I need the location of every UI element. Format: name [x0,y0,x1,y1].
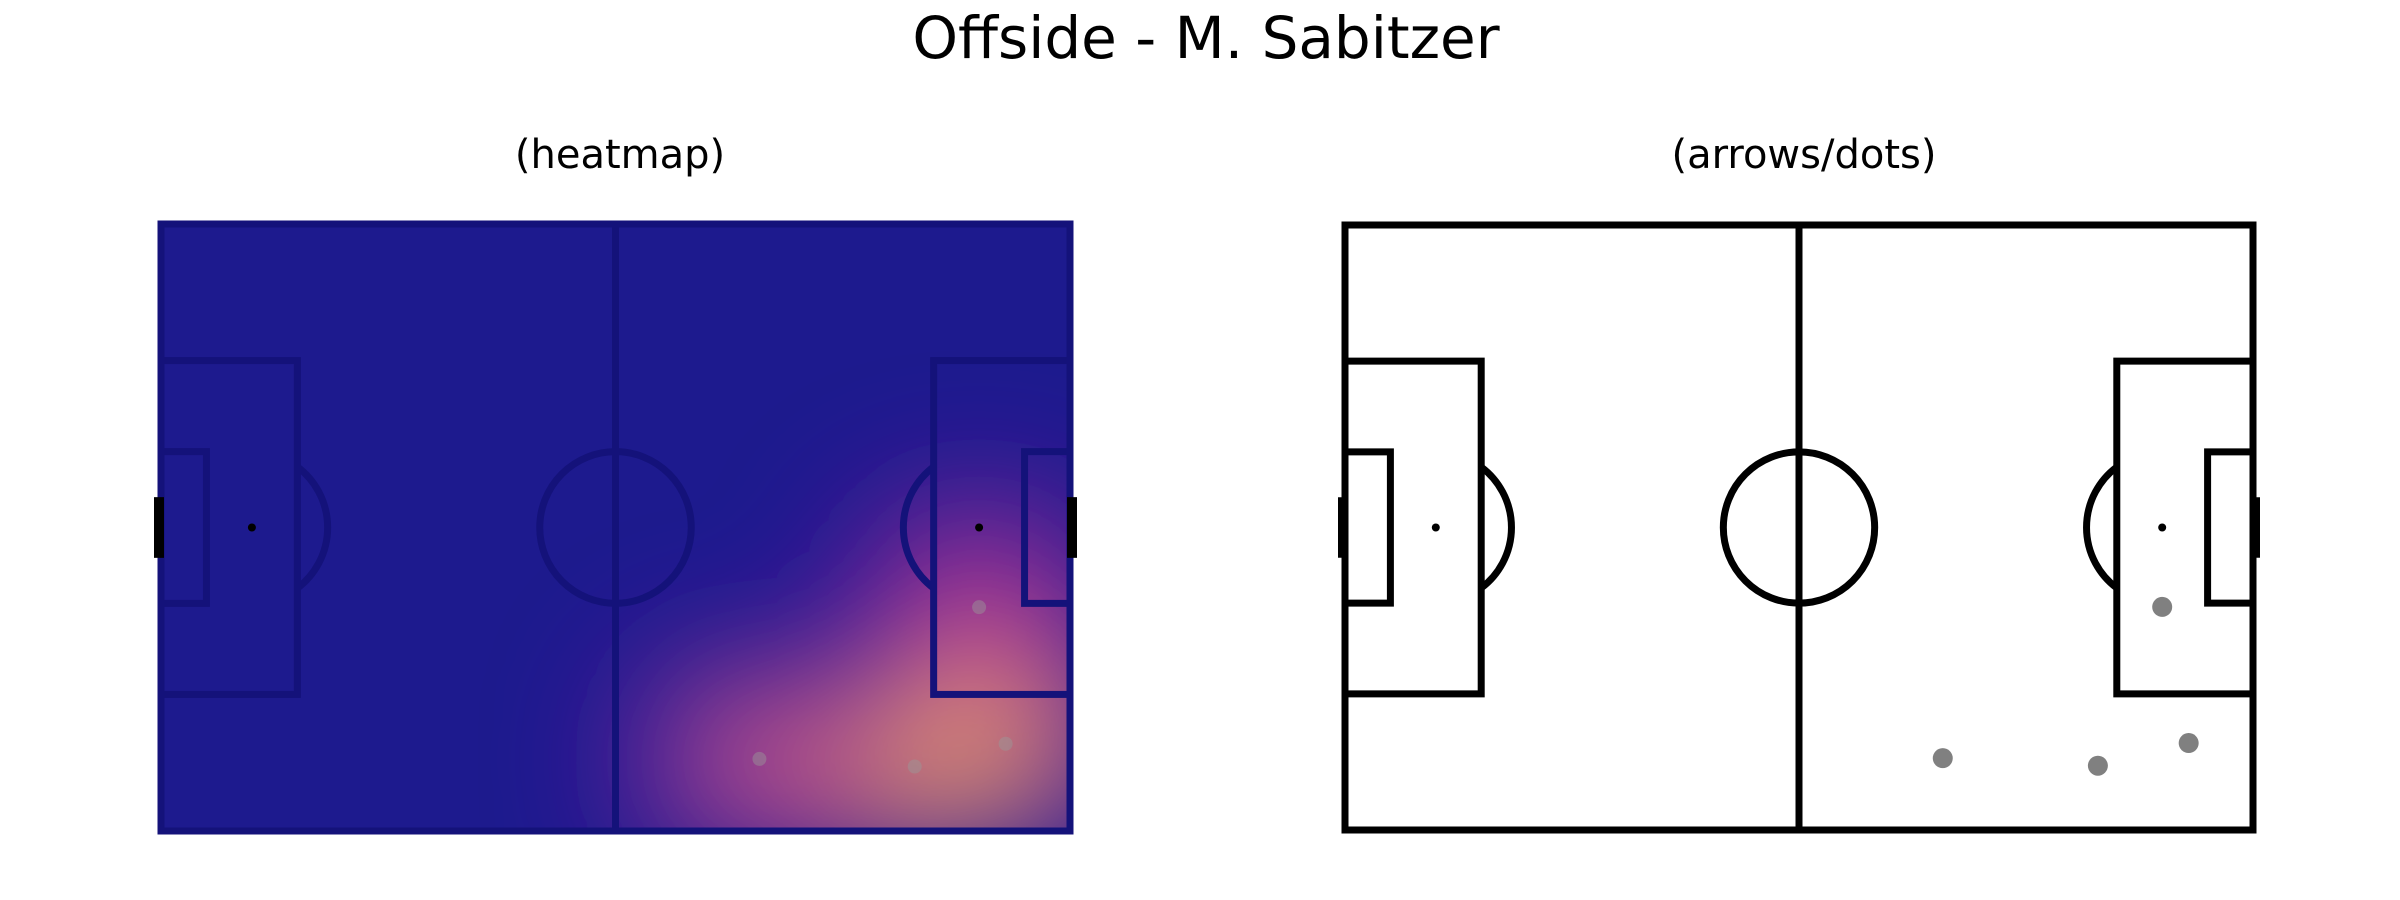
density-peak [922,728,999,782]
penalty-arc-left [295,464,332,591]
penalty-arc-right [2083,464,2119,591]
goal-left [154,497,164,558]
heatmap-event-dot [752,751,767,766]
penalty-arc-left [1479,464,1515,591]
goal-right [2250,497,2260,558]
heatmap-event-dot [907,759,922,774]
penalty-arc-right [899,464,936,591]
penalty-spot-left [247,523,256,532]
heatmap-event-dot [998,736,1013,751]
goal-left [1338,497,1348,558]
density-high [723,736,796,782]
penalty-box-left [1341,357,1485,698]
heatmap-panel: (heatmap) [154,132,1077,835]
event-dot [2152,596,2173,617]
centre-circle [536,448,695,607]
dots-event-points [1932,596,2199,776]
heatmap-pitch-lines [154,220,1077,835]
dots-pitch-lines [1338,221,2260,834]
six-yard-box-right [2204,448,2257,607]
event-dot [2087,755,2108,776]
penalty-spot-right [2158,523,2167,532]
heatmap-subtitle: (heatmap) [515,132,725,178]
six-yard-box-left [1341,448,1394,607]
penalty-spot-left [1431,523,1440,532]
event-dot [1932,748,1953,769]
heatmap-event-dot [972,600,987,615]
centre-circle [1719,448,1879,607]
goal-right [1067,497,1077,558]
heatmap-density [630,508,1070,831]
penalty-box-right [2113,357,2257,698]
dots-panel: (arrows/dots) [1338,132,2260,834]
event-dot [2178,733,2199,754]
figure-title: Offside - M. Sabitzer [912,4,1499,72]
heatmap-event-points [752,600,1013,774]
dots-subtitle: (arrows/dots) [1672,132,1937,178]
penalty-spot-right [975,523,984,532]
density-mid [910,555,1048,659]
